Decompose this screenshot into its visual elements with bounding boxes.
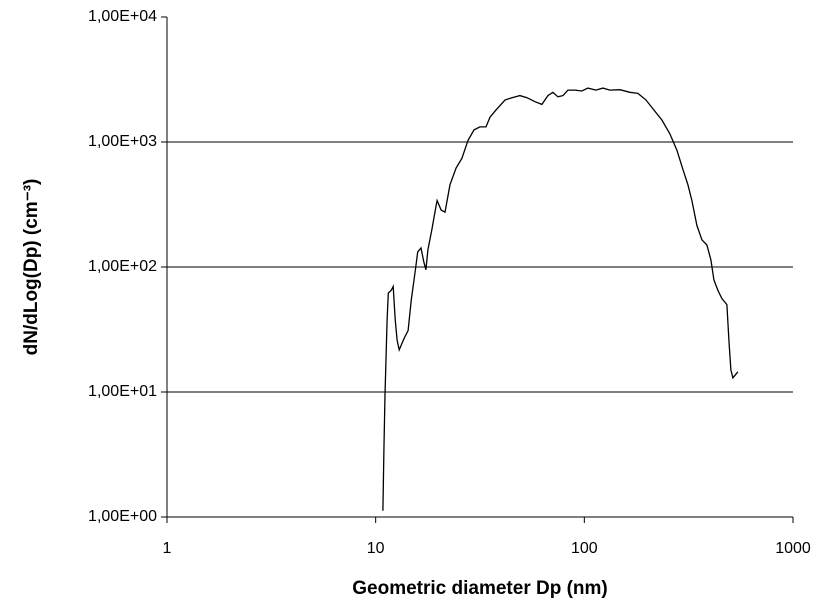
y-tick-label: 1,00E+00 (88, 508, 157, 525)
x-tick-label: 1000 (775, 540, 811, 557)
y-tick-label: 1,00E+01 (88, 383, 157, 400)
y-tick-label: 1,00E+02 (88, 258, 157, 275)
y-axis-label: dN/dLog(Dp) (cm⁻³) (21, 179, 42, 356)
x-tick-label: 1 (163, 540, 172, 557)
x-tick-label: 100 (571, 540, 598, 557)
y-tick-label: 1,00E+04 (88, 8, 157, 25)
y-tick-label: 1,00E+03 (88, 133, 157, 150)
data-line (382, 87, 739, 511)
x-tick-label: 10 (367, 540, 385, 557)
x-axis-label: Geometric diameter Dp (nm) (352, 578, 608, 599)
